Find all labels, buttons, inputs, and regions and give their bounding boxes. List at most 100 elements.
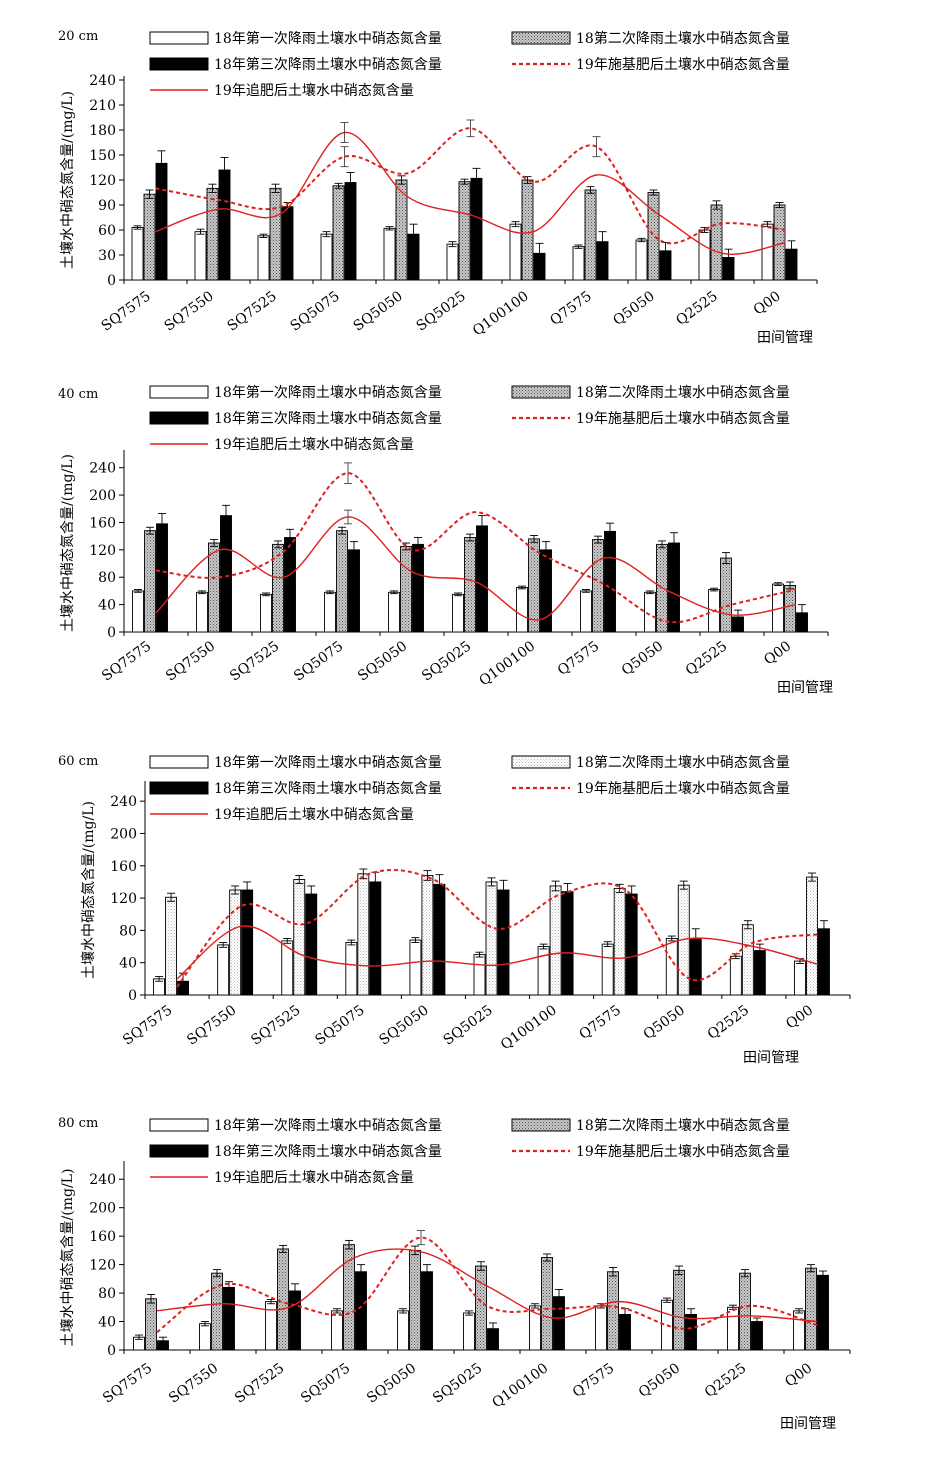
bar [294, 880, 305, 996]
solid-line-series [156, 517, 796, 620]
bar [474, 955, 485, 995]
solid-line-series [156, 132, 786, 254]
bar [728, 1307, 739, 1350]
bar [648, 193, 659, 281]
bar [818, 1275, 829, 1350]
x-tick-label: SQ5075 [288, 288, 343, 334]
bar [221, 516, 232, 632]
legend-label: 19年施基肥后土壤水中硝态氮含量 [576, 56, 790, 73]
y-tick-label: 120 [110, 891, 137, 907]
bar [538, 947, 549, 995]
x-axis-title: 田间管理 [757, 330, 813, 346]
bar [156, 163, 167, 280]
x-tick-label: SQ7525 [232, 1360, 287, 1406]
legend-swatch [150, 386, 208, 398]
legend-label: 18年第一次降雨土壤水中硝态氮含量 [214, 754, 442, 771]
x-tick-label: Q2525 [673, 288, 721, 329]
x-tick-label: Q100100 [476, 638, 538, 689]
bar [261, 594, 272, 632]
x-tick-label: SQ5025 [414, 288, 469, 334]
y-tick-label: 160 [110, 859, 137, 875]
y-tick-label: 210 [89, 98, 116, 114]
legend-label: 19年施基肥后土壤水中硝态氮含量 [576, 410, 790, 427]
y-tick-label: 30 [98, 248, 116, 264]
bar [218, 945, 229, 995]
x-tick-label: Q00 [782, 1360, 815, 1390]
x-tick-label: SQ5025 [430, 1360, 485, 1406]
bar [321, 234, 332, 280]
bar [608, 1272, 619, 1350]
y-tick-label: 80 [119, 923, 137, 939]
x-tick-label: SQ5025 [419, 638, 474, 684]
bar [542, 1258, 553, 1351]
x-tick-label: SQ5050 [351, 288, 406, 334]
legend-label: 18年第三次降雨土壤水中硝态氮含量 [214, 1143, 442, 1160]
y-tick-label: 160 [89, 1229, 116, 1245]
y-tick-label: 60 [98, 223, 116, 239]
bar [410, 940, 421, 995]
y-tick-label: 160 [89, 515, 116, 531]
legend-label: 19年追肥后土壤水中硝态氮含量 [214, 82, 414, 99]
legend-swatch [150, 412, 208, 424]
solid-line-series [157, 1249, 817, 1321]
x-tick-label: SQ7525 [227, 638, 282, 684]
y-tick-label: 0 [128, 988, 137, 1004]
x-tick-label: Q5050 [641, 1002, 689, 1043]
y-tick-label: 0 [107, 625, 116, 641]
bar [197, 592, 208, 632]
bar [337, 531, 348, 632]
legend-label: 18年第三次降雨土壤水中硝态氮含量 [214, 780, 442, 797]
bar [562, 892, 573, 995]
bar [662, 1300, 673, 1350]
legend-swatch [150, 1119, 208, 1131]
x-tick-label: Q100100 [498, 1002, 560, 1053]
x-tick-label: Q5050 [610, 288, 658, 329]
bar [699, 230, 710, 280]
bar [333, 186, 344, 280]
line-points-2 [177, 926, 818, 979]
x-tick-label: SQ5075 [291, 638, 346, 684]
depth-label: 80 cm [58, 1116, 98, 1131]
legend-label: 18年第一次降雨土壤水中硝态氮含量 [214, 30, 442, 47]
legend-swatch [512, 756, 570, 768]
x-tick-label: SQ7525 [248, 1002, 303, 1048]
bar-series-2 [146, 1240, 817, 1350]
x-tick-label: SQ7575 [100, 1360, 155, 1406]
bar [258, 236, 269, 280]
bar [785, 585, 796, 632]
bar [550, 886, 561, 995]
legend-label: 19年追肥后土壤水中硝态氮含量 [214, 1169, 414, 1186]
bar [464, 1313, 475, 1350]
bar [346, 943, 357, 996]
bar [806, 1268, 817, 1350]
x-tick-label: SQ7550 [162, 288, 217, 334]
bar [721, 558, 732, 632]
x-tick-label: Q100100 [489, 1360, 551, 1411]
dashed-line-series [177, 870, 818, 987]
x-tick-label: SQ7550 [184, 1002, 239, 1048]
x-tick-label: Q7575 [547, 288, 595, 329]
bar [645, 592, 656, 632]
line-points-1 [156, 463, 796, 622]
line-points-1 [177, 874, 818, 987]
x-tick-label: SQ5075 [298, 1360, 353, 1406]
bar [742, 925, 753, 995]
y-tick-label: 240 [89, 461, 116, 477]
bar-series-2 [144, 176, 785, 280]
y-tick-label: 180 [89, 123, 116, 139]
bar [209, 543, 220, 632]
legend-swatch [512, 386, 570, 398]
legend-label: 18年第一次降雨土壤水中硝态氮含量 [214, 384, 442, 401]
bar [230, 890, 241, 995]
bar [602, 944, 613, 995]
legend-label: 18第二次降雨土壤水中硝态氮含量 [576, 754, 790, 771]
bar [434, 884, 445, 995]
bar [636, 240, 647, 280]
bar [674, 1270, 685, 1350]
bar [332, 1311, 343, 1350]
bar [166, 897, 177, 995]
bar [465, 538, 476, 632]
y-tick-label: 120 [89, 173, 116, 189]
